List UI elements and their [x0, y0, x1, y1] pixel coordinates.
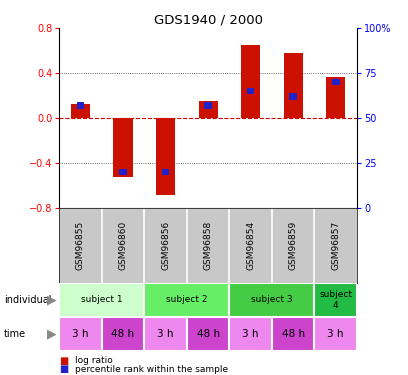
Bar [284, 53, 303, 118]
Bar [332, 79, 339, 85]
Bar [247, 88, 255, 94]
Bar [187, 317, 229, 351]
Text: individual: individual [4, 295, 51, 305]
Bar [315, 317, 357, 351]
Text: subject
4: subject 4 [319, 290, 352, 310]
Bar [229, 283, 315, 317]
Bar [144, 317, 187, 351]
Bar [199, 101, 217, 118]
Bar [144, 283, 229, 317]
Bar [119, 169, 127, 175]
Bar [77, 102, 84, 109]
Text: 3 h: 3 h [157, 329, 174, 339]
Text: ■: ■ [59, 356, 69, 366]
Bar [102, 317, 144, 351]
Title: GDS1940 / 2000: GDS1940 / 2000 [153, 14, 263, 27]
Bar [59, 283, 144, 317]
Bar [229, 317, 272, 351]
Text: subject 1: subject 1 [81, 296, 122, 304]
Text: subject 2: subject 2 [166, 296, 208, 304]
Text: 48 h: 48 h [197, 329, 220, 339]
Bar [162, 169, 169, 175]
Text: GSM96855: GSM96855 [76, 221, 85, 270]
Text: 48 h: 48 h [111, 329, 135, 339]
Bar [113, 118, 133, 177]
Text: GSM96856: GSM96856 [161, 221, 170, 270]
Text: 48 h: 48 h [282, 329, 305, 339]
Bar [241, 45, 260, 118]
Text: subject 3: subject 3 [251, 296, 293, 304]
Text: ▶: ▶ [47, 294, 57, 306]
Text: 3 h: 3 h [72, 329, 89, 339]
Text: GSM96858: GSM96858 [204, 221, 213, 270]
Text: GSM96860: GSM96860 [118, 221, 127, 270]
Text: 3 h: 3 h [242, 329, 259, 339]
Text: log ratio: log ratio [75, 356, 113, 365]
Text: GSM96857: GSM96857 [331, 221, 340, 270]
Bar [289, 93, 297, 100]
Text: GSM96854: GSM96854 [246, 221, 255, 270]
Text: percentile rank within the sample: percentile rank within the sample [75, 364, 228, 374]
Bar [272, 317, 315, 351]
Bar [315, 283, 357, 317]
Text: time: time [4, 329, 26, 339]
Bar [71, 104, 90, 118]
Text: GSM96859: GSM96859 [289, 221, 298, 270]
Bar [59, 317, 102, 351]
Bar [156, 118, 175, 195]
Text: ■: ■ [59, 364, 69, 374]
Text: ▶: ▶ [47, 327, 57, 340]
Text: 3 h: 3 h [328, 329, 344, 339]
Bar [204, 102, 212, 109]
Bar [326, 76, 345, 118]
